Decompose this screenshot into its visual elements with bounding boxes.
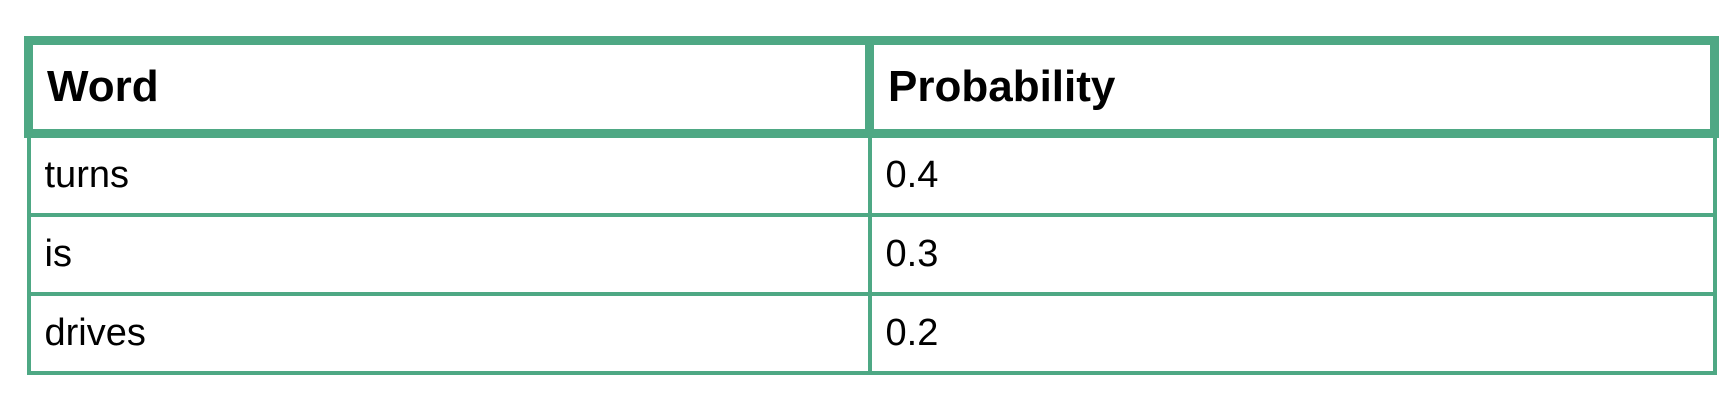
table-row: is 0.3 (26, 213, 1717, 296)
probability-table-container: Word Probability turns 0.4 is 0.3 drives… (24, 36, 1719, 375)
cell-probability: 0.4 (867, 131, 1717, 217)
cell-word: turns (26, 131, 872, 217)
header-word: Word (24, 36, 874, 138)
header-row: Word Probability (24, 36, 1719, 138)
cell-word: is (26, 213, 872, 296)
table-row: turns 0.4 (26, 131, 1717, 217)
table-header: Word Probability (24, 36, 1719, 138)
header-probability: Probability (865, 36, 1719, 138)
table-body: turns 0.4 is 0.3 drives 0.2 (26, 131, 1717, 375)
cell-probability: 0.3 (867, 213, 1717, 296)
word-probability-table: Word Probability turns 0.4 is 0.3 drives… (24, 36, 1719, 375)
table-row: drives 0.2 (26, 292, 1717, 375)
cell-word: drives (26, 292, 872, 375)
cell-probability: 0.2 (867, 292, 1717, 375)
